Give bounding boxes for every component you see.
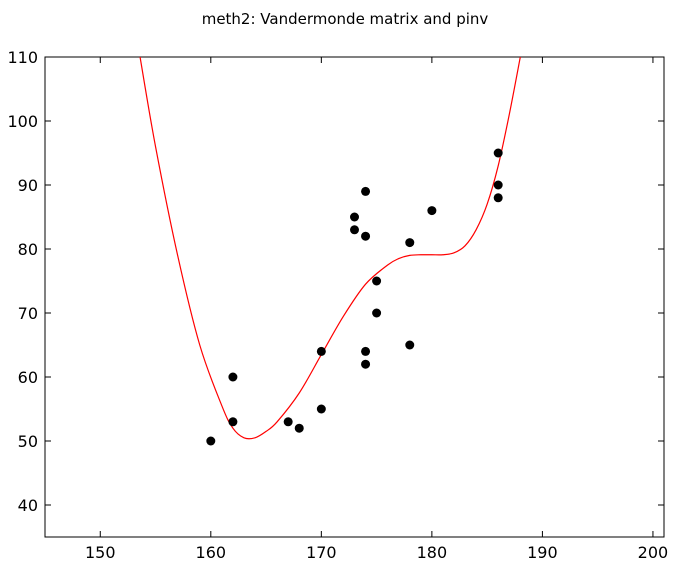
y-tick-label: 100 (7, 112, 38, 131)
y-tick-label: 40 (18, 496, 38, 515)
y-tick-label: 70 (18, 304, 38, 323)
scatter-point (361, 186, 371, 196)
x-tick-label: 150 (85, 543, 116, 562)
x-tick-label: 170 (306, 543, 337, 562)
scatter-point (361, 231, 371, 241)
scatter-point (405, 340, 415, 350)
fitted-curve-line (139, 57, 521, 440)
scatter-point (361, 359, 371, 369)
axis-ticks: 150 160 170 180 190 200 40 50 60 70 80 90 100 110 (7, 48, 668, 562)
series-layer (139, 57, 521, 446)
scatter-point (316, 404, 326, 414)
scatter-point (350, 225, 359, 235)
chart-title: meth2: Vandermonde matrix and pinv (202, 10, 489, 28)
scatter-point (493, 148, 503, 158)
scatter-point (372, 276, 382, 286)
y-tick-label: 60 (18, 368, 38, 387)
x-tick-label: 160 (196, 543, 227, 562)
scatter-point (350, 212, 359, 222)
x-tick-label: 190 (527, 543, 558, 562)
scatter-point (228, 417, 238, 427)
scatter-point (283, 417, 293, 427)
scatter-point (316, 346, 326, 356)
y-tick-label: 90 (18, 176, 38, 195)
scatter-point (427, 206, 437, 216)
scatter-point (206, 436, 216, 446)
scatter-point (405, 238, 415, 248)
scatter-point (361, 346, 371, 356)
scatter-point (294, 423, 304, 433)
scatter-point (493, 193, 503, 203)
scatter-point (372, 308, 382, 318)
scatter-point (228, 372, 238, 382)
x-tick-label: 200 (638, 543, 669, 562)
scatter-point (493, 180, 503, 190)
y-tick-label: 110 (7, 48, 38, 67)
y-tick-label: 80 (18, 240, 38, 259)
x-tick-label: 180 (417, 543, 448, 562)
plot-area (44, 56, 665, 538)
y-tick-label: 50 (18, 432, 38, 451)
